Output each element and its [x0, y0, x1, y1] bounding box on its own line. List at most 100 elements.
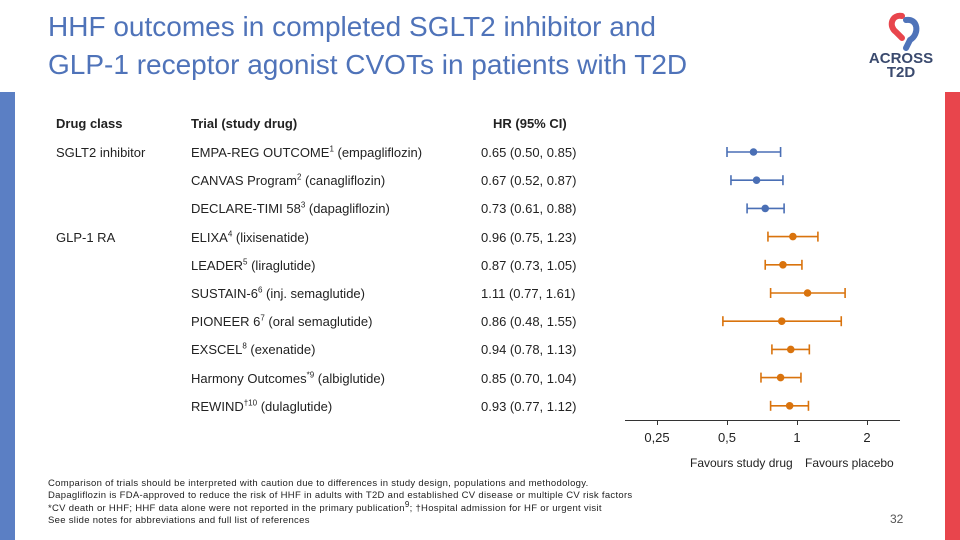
x-tick	[867, 420, 868, 425]
footnote-4: See slide notes for abbreviations and fu…	[48, 514, 310, 526]
trial-name-text: EXSCEL	[191, 342, 243, 358]
hr-point	[777, 317, 786, 326]
trial-drug: (empagliflozin)	[333, 145, 423, 160]
x-tick	[727, 420, 728, 425]
trial-name-text: ELIXA	[191, 229, 228, 245]
trial-name-text: REWIND	[191, 398, 244, 414]
hr-point	[761, 204, 770, 213]
trial-name-text: Harmony Outcomes	[191, 370, 307, 386]
hr-value: 0.96 (0.75, 1.23)	[481, 229, 577, 245]
hr-value: 1.11 (0.77, 1.61)	[481, 286, 576, 301]
x-tick-label: 2	[863, 430, 871, 445]
x-tick	[657, 420, 658, 425]
trial-reference: 7	[260, 313, 265, 323]
logo-wordmark: ACROSS T2D	[866, 50, 936, 81]
trial-reference: *9	[306, 370, 315, 380]
trial-name: EMPA-REG OUTCOME1 (empagliflozin)	[191, 145, 422, 160]
hr-value: 0.93 (0.77, 1.12)	[481, 398, 577, 414]
trial-drug: (canagliflozin)	[301, 173, 386, 189]
hr-point	[752, 176, 761, 184]
trial-name: ELIXA4 (lixisenatide)	[191, 230, 309, 245]
hr-point	[776, 373, 785, 382]
forest-point-group	[722, 316, 843, 327]
trial-drug: (liraglutide)	[247, 257, 316, 273]
across-t2d-logo	[888, 12, 920, 51]
trial-name: DECLARE-TIMI 583 (dapagliflozin)	[191, 201, 390, 216]
trial-reference: 4	[227, 229, 233, 239]
hr-value: 0.67 (0.52, 0.87)	[481, 173, 577, 189]
trial-reference: 5	[243, 257, 248, 267]
trial-reference: 6	[257, 285, 263, 295]
trial-name: REWIND†10 (dulaglutide)	[191, 399, 332, 414]
trial-drug: (dapagliflozin)	[305, 201, 390, 217]
hr-value: 0.85 (0.70, 1.04)	[481, 370, 577, 386]
x-tick-label: 0,5	[717, 430, 737, 445]
x-tick-label: 0,25	[644, 430, 670, 445]
trial-reference: 3	[300, 201, 306, 211]
trial-name: CANVAS Program2 (canagliflozin)	[191, 173, 385, 188]
hr-value: 0.94 (0.78, 1.13)	[481, 342, 577, 358]
slide-title-line-1: HHF outcomes in completed SGLT2 inhibito…	[48, 11, 656, 42]
hr-value: 0.65 (0.50, 0.85)	[481, 145, 577, 160]
page-number: 32	[890, 512, 904, 526]
hr-point	[803, 289, 812, 297]
hr-point	[779, 261, 787, 269]
right-accent-bar	[945, 92, 960, 540]
x-axis-line	[625, 420, 900, 421]
logo-word-across: ACROSS	[868, 50, 934, 67]
trial-drug: (lixisenatide)	[232, 229, 309, 245]
footnote-3: *CV death or HHF; HHF data alone were no…	[48, 500, 633, 515]
trial-drug: (oral semaglutide)	[264, 314, 373, 330]
x-tick-label: 1	[793, 430, 801, 445]
trial-drug: (inj. semaglutide)	[262, 286, 365, 301]
trial-name: EXSCEL8 (exenatide)	[191, 342, 315, 357]
logo-word-t2d: T2D	[886, 64, 916, 81]
footnotes: Comparison of trials should be interpret…	[48, 478, 633, 527]
left-accent-bar	[0, 92, 15, 540]
slide-title-line-2: GLP-1 receptor agonist CVOTs in patients…	[48, 49, 688, 80]
footnote-1: Comparison of trials should be interpret…	[48, 478, 589, 489]
drug-class-label: GLP-1 RA	[56, 229, 116, 245]
hr-point	[785, 402, 794, 410]
trial-reference: 1	[329, 144, 334, 154]
logo-heart-red	[888, 12, 905, 41]
favours-placebo-label: Favours placebo	[805, 456, 894, 470]
trial-name-text: PIONEER 6	[191, 314, 261, 330]
hr-point	[789, 232, 797, 241]
forest-point-group	[769, 400, 810, 411]
favours-study-drug-label: Favours study drug	[690, 456, 793, 470]
hr-value: 0.73 (0.61, 0.88)	[481, 201, 577, 217]
x-tick	[797, 420, 798, 425]
trial-name-text: EMPA-REG OUTCOME	[191, 145, 330, 160]
trial-drug: (albiglutide)	[314, 370, 385, 386]
forest-point-group	[730, 175, 784, 186]
hr-value: 0.86 (0.48, 1.55)	[481, 314, 577, 330]
logo-heart-blue	[903, 16, 920, 51]
forest-point-group	[764, 259, 803, 270]
forest-point-group	[769, 288, 846, 298]
hr-value: 0.87 (0.73, 1.05)	[481, 257, 577, 273]
trial-drug: (exenatide)	[246, 342, 316, 358]
forest-point-group	[760, 372, 802, 383]
footnote-3b: ; †Hospital admission for HF or urgent v…	[409, 502, 602, 514]
header-drug-class: Drug class	[56, 116, 123, 131]
trial-drug: (dulaglutide)	[257, 398, 333, 414]
footnote-3a: *CV death or HHF; HHF data alone were no…	[48, 502, 405, 514]
forest-point-group	[767, 231, 819, 242]
hr-point	[749, 148, 758, 156]
trial-reference: 8	[242, 342, 247, 352]
forest-point-group	[771, 344, 811, 355]
slide-title: HHF outcomes in completed SGLT2 inhibito…	[48, 8, 848, 84]
trial-name: SUSTAIN-66 (inj. semaglutide)	[191, 286, 365, 301]
hr-point	[786, 345, 795, 354]
footnote-2: Dapagliflozin is FDA-approved to reduce …	[48, 490, 633, 502]
forest-point-group	[726, 147, 782, 157]
trial-reference: †10	[243, 398, 258, 408]
trial-name-text: LEADER	[191, 257, 244, 273]
trial-name: Harmony Outcomes*9 (albiglutide)	[191, 371, 385, 386]
trial-name: PIONEER 67 (oral semaglutide)	[191, 314, 372, 329]
trial-name-text: DECLARE-TIMI 58	[191, 201, 301, 217]
trial-reference: 2	[296, 172, 302, 182]
header-trial: Trial (study drug)	[191, 116, 298, 131]
